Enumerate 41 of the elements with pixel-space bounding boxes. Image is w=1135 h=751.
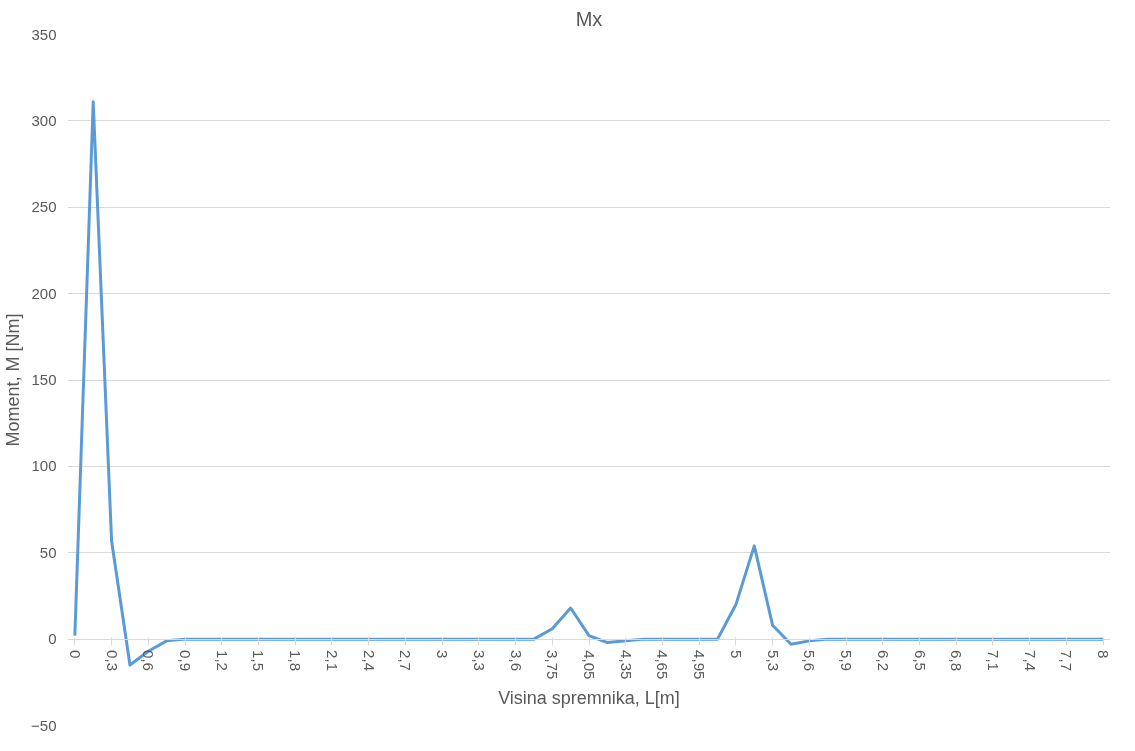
x-tick-label: 1,5 [250, 650, 268, 671]
y-tick-label: −50 [31, 716, 57, 734]
y-tick-label: 50 [39, 543, 57, 561]
x-tick-label: 1,8 [287, 650, 305, 671]
x-tick-label: 0 [66, 650, 84, 659]
x-tick-label: 6,2 [874, 650, 892, 671]
x-tick-label: 3,75 [544, 650, 562, 680]
x-tick-label: 7,7 [1058, 650, 1076, 671]
y-tick-label: 250 [31, 198, 57, 216]
x-tick-label: 1,2 [213, 650, 231, 671]
x-tick-label: 5,6 [801, 650, 819, 671]
x-tick-label: 8 [1095, 650, 1113, 659]
x-tick-label: 3,6 [507, 650, 525, 671]
y-axis-title: Moment, M [Nm] [3, 313, 24, 447]
x-tick-label: 2,1 [323, 650, 341, 671]
x-tick-label: 4,95 [691, 650, 709, 680]
y-tick-label: 350 [31, 25, 57, 43]
x-tick-label: 4,65 [654, 650, 672, 680]
x-tick-label: 0,9 [177, 650, 195, 671]
y-tick-label: 300 [31, 111, 57, 129]
x-tick-label: 0,3 [103, 650, 121, 671]
x-tick-label: 4,05 [581, 650, 598, 680]
y-tick-label: 150 [31, 371, 57, 388]
x-axis-title: Visina spremnika, L[m] [498, 687, 680, 708]
y-tick-label: 0 [48, 630, 57, 648]
x-tick-label: 6,8 [948, 650, 966, 671]
x-tick-label: 3,3 [470, 650, 488, 671]
x-tick-label: 2,4 [360, 650, 378, 671]
x-tick-label: 5,9 [838, 650, 856, 671]
x-tick-label: 3 [434, 650, 452, 659]
x-tick-label: 4,35 [617, 650, 635, 680]
chart-title: Mx [575, 7, 603, 30]
x-tick-label: 5 [727, 650, 745, 659]
x-tick-label: 6,5 [911, 650, 929, 671]
x-tick-label: 2,7 [397, 650, 415, 671]
x-tick-label: 7,1 [984, 650, 1002, 671]
y-tick-label: 100 [31, 457, 57, 475]
x-tick-label: 0,6 [140, 650, 158, 671]
y-tick-label: 200 [31, 284, 57, 302]
x-tick-label: 5,3 [764, 650, 782, 671]
x-tick-label: 7,4 [1021, 650, 1039, 671]
